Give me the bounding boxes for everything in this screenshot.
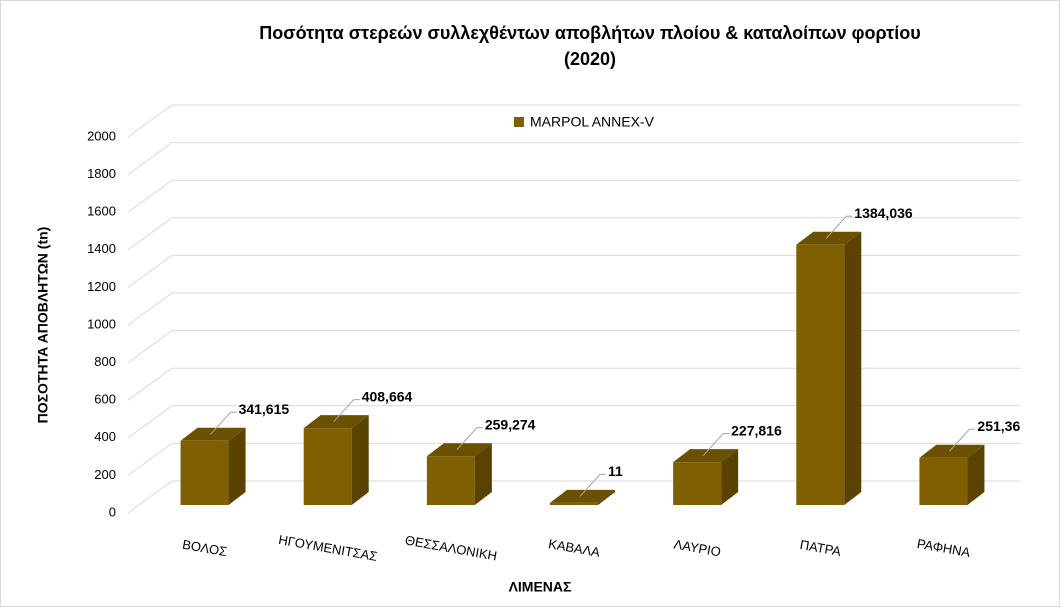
- data-label: 227,816: [731, 422, 782, 438]
- grid-line: [127, 104, 1020, 138]
- y-tick-label: 200: [94, 467, 116, 482]
- bar-side: [228, 427, 246, 505]
- leader-line: [210, 411, 237, 435]
- bar-side: [351, 415, 369, 505]
- bar: [303, 428, 352, 505]
- legend-label: MARPOL ANNEX-V: [530, 114, 655, 130]
- bar-side: [598, 489, 615, 505]
- data-label: 341,615: [239, 401, 290, 417]
- bar: [426, 456, 475, 505]
- y-tick-label: 1800: [87, 166, 116, 181]
- y-tick-label: 400: [94, 429, 116, 444]
- leader-line: [579, 473, 606, 497]
- legend-swatch: [514, 117, 524, 127]
- grid-line: [127, 142, 1020, 176]
- bar-side: [967, 444, 985, 505]
- bar-top: [180, 427, 246, 441]
- bar-top: [550, 489, 615, 503]
- y-tick-label: 0: [109, 504, 116, 519]
- leader-line: [333, 399, 360, 423]
- data-label: 1384,036: [854, 205, 913, 221]
- bar-side: [474, 443, 492, 505]
- leader-line: [456, 427, 483, 451]
- x-tick-label: ΠΑΤΡΑ: [799, 537, 843, 559]
- data-label: 259,274: [485, 416, 536, 432]
- x-axis-label: ΛΙΜΕΝΑΣ: [509, 579, 572, 595]
- grid-line: [127, 292, 1020, 326]
- grid-line: [127, 217, 1020, 251]
- grid-line: [127, 330, 1020, 364]
- bar-top: [796, 231, 862, 245]
- y-tick-label: 1400: [87, 241, 116, 256]
- data-label: 251,36: [977, 418, 1020, 434]
- bar-side: [721, 449, 739, 505]
- bar-top: [919, 444, 985, 458]
- y-tick-label: 600: [94, 392, 116, 407]
- leader-line: [949, 428, 976, 452]
- grid-line: [127, 254, 1020, 288]
- y-axis-label: ΠΟΣΟΤΗΤΑ ΑΠΟΒΛΗΤΩΝ (tn): [35, 227, 51, 424]
- leader-line: [702, 433, 730, 457]
- leader-line: [825, 215, 853, 239]
- bar-side: [844, 231, 862, 505]
- data-label: 408,664: [362, 388, 413, 404]
- bar: [550, 502, 598, 505]
- grid-line: [127, 405, 1020, 439]
- grid-line: [127, 179, 1020, 213]
- data-label: 11: [608, 463, 623, 479]
- grid-line: [127, 367, 1020, 401]
- bar: [180, 440, 229, 505]
- bar: [919, 457, 968, 505]
- bar: [673, 462, 722, 505]
- y-tick-label: 1600: [87, 204, 116, 219]
- bar: [796, 244, 845, 505]
- chart-title: (2020): [564, 49, 616, 69]
- bar-top: [673, 449, 739, 463]
- bar-top: [426, 443, 492, 457]
- y-tick-label: 1200: [87, 279, 116, 294]
- y-tick-label: 1000: [87, 316, 116, 331]
- chart-title: Ποσότητα στερεών συλλεχθέντων αποβλήτων …: [259, 23, 920, 43]
- grid-line: [127, 442, 1020, 476]
- y-tick-label: 2000: [87, 128, 116, 143]
- y-tick-label: 800: [94, 354, 116, 369]
- bar-top: [303, 415, 369, 429]
